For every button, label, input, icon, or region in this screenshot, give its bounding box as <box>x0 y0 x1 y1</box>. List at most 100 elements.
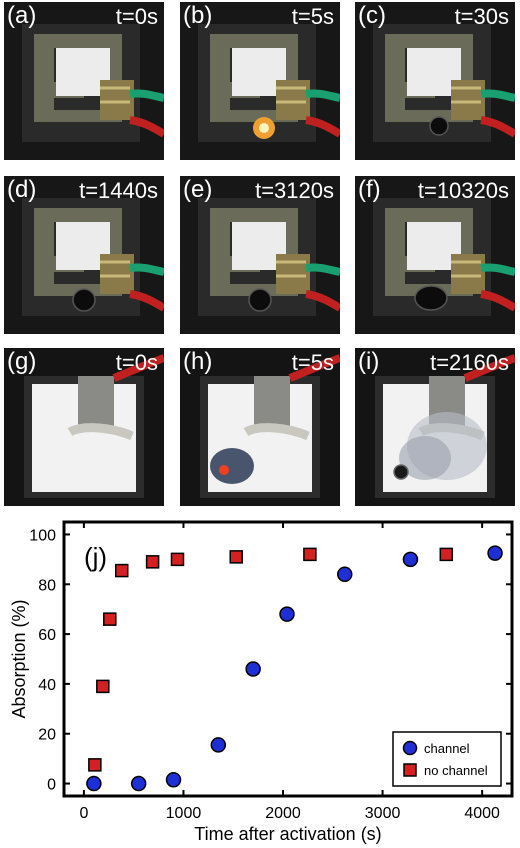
photo-panel-g: (g) t=0s <box>4 348 164 506</box>
green-wire <box>129 263 164 276</box>
solder-joint <box>100 260 130 278</box>
data-point-no-channel <box>114 563 129 578</box>
y-tick-label: 60 <box>38 627 56 644</box>
electrode <box>451 80 485 120</box>
green-wire <box>480 89 515 102</box>
gas-cloud <box>210 448 254 484</box>
x-tick-label: 0 <box>79 805 88 822</box>
red-wire <box>129 290 164 312</box>
x-tick-label: 3000 <box>365 805 401 822</box>
gas-bubble <box>414 285 448 311</box>
plate-photo <box>4 348 164 506</box>
legend-marker-channel <box>402 740 418 756</box>
y-tick-label: 0 <box>47 777 56 794</box>
y-tick-label: 20 <box>38 727 56 744</box>
gas-bubble <box>72 288 96 312</box>
x-tick-label: 1000 <box>166 805 202 822</box>
device-photo <box>355 176 515 334</box>
panel-label: (g) <box>7 348 37 375</box>
gas-bubble <box>393 464 409 480</box>
red-wire <box>305 116 340 138</box>
x-axis-label: Time after activation (s) <box>194 824 381 844</box>
device-photo <box>180 176 340 334</box>
data-point-channel <box>165 772 182 788</box>
panel-label: (a) <box>7 2 37 29</box>
legend-label: no channel <box>424 763 488 778</box>
red-wire <box>463 354 515 382</box>
solder-joint <box>276 86 306 104</box>
panel-label: (c) <box>358 2 386 29</box>
red-wire <box>480 290 515 312</box>
photo-panel-h: (h) t=5s <box>180 348 340 506</box>
data-point-no-channel <box>170 552 185 567</box>
chart-panel-label: (j) <box>84 542 107 572</box>
time-label: t=2160s <box>430 350 509 375</box>
photo-panel-c: (c) t=30s <box>355 2 515 160</box>
absorption-chart: 0 1000 2000 3000 4000 0 20 40 60 80 100 (j) channe… <box>9 520 514 844</box>
red-wire <box>288 354 340 382</box>
electrode <box>100 254 134 294</box>
time-label: t=0s <box>115 350 158 375</box>
electrode <box>451 254 485 294</box>
data-point-channel <box>402 551 419 568</box>
green-wire <box>129 89 164 102</box>
red-wire <box>112 354 164 382</box>
electrode <box>276 80 310 120</box>
time-label: t=30s <box>454 4 509 29</box>
device-photo <box>4 2 164 160</box>
data-point-no-channel <box>229 550 243 564</box>
y-tick-label: 100 <box>29 527 56 544</box>
data-point-channel <box>336 566 353 583</box>
red-wire <box>305 290 340 312</box>
green-wire <box>480 263 515 276</box>
x-tick-label: 4000 <box>464 805 500 822</box>
data-point-channel <box>210 737 227 753</box>
solder-joint <box>451 260 481 278</box>
solder-joint <box>451 86 481 104</box>
clamp <box>254 376 290 432</box>
photo-panel-i: (i) t=2160s <box>355 348 515 506</box>
data-point-no-channel <box>88 758 102 772</box>
time-label: t=10320s <box>417 178 509 203</box>
data-point-no-channel <box>96 679 110 694</box>
time-label: t=0s <box>115 4 158 29</box>
solder-joint <box>67 423 134 441</box>
panel-label: (e) <box>183 176 213 203</box>
photo-panel-f: (f) t=10320s <box>355 176 515 334</box>
y-tick-label: 40 <box>38 677 56 694</box>
red-wire <box>129 116 164 138</box>
photo-panel-a: (a) t=0s <box>4 2 164 160</box>
solder-joint <box>276 260 306 278</box>
solder-joint <box>100 86 130 104</box>
device-photo <box>4 176 164 334</box>
panel-label: (d) <box>7 176 37 203</box>
time-label: t=1440s <box>79 178 158 203</box>
photo-panel-e: (e) t=3120s <box>180 176 340 334</box>
panel-label: (h) <box>183 348 213 375</box>
legend-marker-no-channel <box>403 763 417 777</box>
spark-glow <box>219 465 229 475</box>
photo-panel-b: (b) t=5s <box>180 2 340 160</box>
photo-panel-d: (d) t=1440s <box>4 176 164 334</box>
plate-photo <box>355 348 515 506</box>
absorption-front <box>399 436 451 480</box>
gas-bubble <box>429 116 449 136</box>
legend: channel no channel <box>392 731 502 787</box>
data-point-channel <box>86 775 102 792</box>
gas-bubble <box>248 288 272 312</box>
electrode <box>276 254 310 294</box>
green-wire <box>305 263 340 276</box>
device-photo <box>355 2 515 160</box>
y-axis-label: Absorption (%) <box>9 599 29 718</box>
y-tick-label: 80 <box>38 577 56 594</box>
panel-label: (b) <box>183 2 213 29</box>
time-label: t=3120s <box>255 178 334 203</box>
data-point-no-channel <box>103 612 117 626</box>
data-point-no-channel <box>439 547 454 562</box>
data-point-channel <box>487 545 503 561</box>
data-point-channel <box>245 661 261 677</box>
data-point-channel <box>279 606 295 622</box>
panel-label: (i) <box>358 348 380 375</box>
plate-photo <box>180 348 340 506</box>
x-tick-label: 2000 <box>265 805 301 822</box>
